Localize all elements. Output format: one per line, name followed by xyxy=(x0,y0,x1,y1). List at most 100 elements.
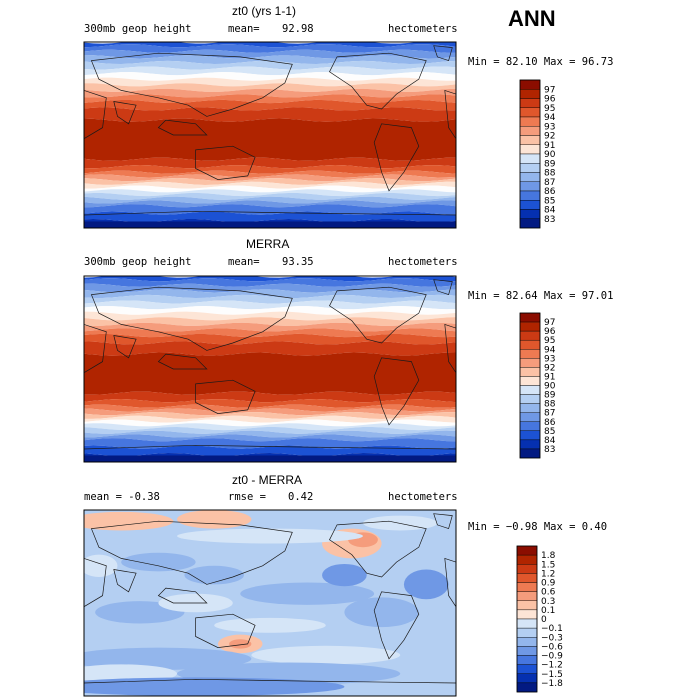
panel-3-title: zt0 - MERRA xyxy=(232,473,303,487)
colorbar-tick-label: −0.1 xyxy=(541,624,563,634)
contour-band xyxy=(84,391,456,403)
contour-blob xyxy=(84,647,252,670)
coastline xyxy=(444,323,456,374)
contour-blob xyxy=(184,565,244,585)
colorbar-tick-label: 94 xyxy=(544,113,556,123)
contour-band xyxy=(84,455,456,462)
contour-band xyxy=(84,221,456,228)
colorbar-swatch xyxy=(519,330,541,341)
contour-blob xyxy=(403,569,449,600)
colorbar-swatch xyxy=(516,627,538,638)
contour-band xyxy=(84,300,456,310)
colorbar-tick-label: 85 xyxy=(544,196,555,206)
panel-3-minmax: Min = −0.98 Max = 0.40 xyxy=(468,521,608,533)
contour-band xyxy=(84,165,456,174)
map-frames xyxy=(83,41,457,697)
map-frame xyxy=(83,275,457,463)
colorbar-swatch xyxy=(519,144,541,155)
map-frame xyxy=(83,509,457,697)
contour-band xyxy=(84,415,456,423)
colorbar-swatch xyxy=(519,126,541,136)
colorbar-tick-label: 86 xyxy=(544,418,556,428)
contour-band xyxy=(84,44,456,53)
contour-band xyxy=(84,196,456,204)
colorbar-tick-label: 89 xyxy=(544,159,556,169)
contour-band xyxy=(84,72,456,81)
colorbar-swatch xyxy=(519,376,541,386)
contour-blob xyxy=(84,511,174,531)
coastline xyxy=(90,286,293,351)
colorbar-swatch xyxy=(519,172,541,182)
colorbar-frame xyxy=(516,545,538,693)
coastline xyxy=(90,52,293,117)
contour-band xyxy=(84,170,456,178)
contour-band xyxy=(84,412,456,419)
panel-2-stat-label: mean= xyxy=(228,256,260,268)
contour-band xyxy=(84,189,456,197)
panel-3-map xyxy=(84,510,456,696)
season-label: ANN xyxy=(508,6,556,31)
contour-band xyxy=(84,66,456,76)
coastline xyxy=(84,324,107,374)
contour-band xyxy=(84,283,456,293)
colorbar-swatch xyxy=(519,439,541,450)
colorbar-swatch xyxy=(516,673,538,684)
colorbar-tick-label: −1.8 xyxy=(541,679,563,689)
colorbar-swatch xyxy=(519,190,541,201)
colorbar-tick-label: 95 xyxy=(544,104,555,114)
colorbar-swatch xyxy=(519,200,541,210)
contour-blob xyxy=(84,554,118,577)
colorbar-tick-label: 1.2 xyxy=(541,569,555,579)
contour-band xyxy=(84,174,456,182)
contour-band xyxy=(84,317,456,326)
panel-1-stat-label: mean= xyxy=(228,23,260,35)
coastline xyxy=(84,210,456,228)
colorbar-swatch xyxy=(516,545,538,556)
colorbar-swatch xyxy=(519,394,541,404)
colorbar-swatch xyxy=(516,554,538,565)
coastline xyxy=(373,357,420,426)
colorbar-swatch xyxy=(519,367,541,377)
colorbar-swatch xyxy=(519,218,541,229)
coastline xyxy=(195,379,256,414)
contour-band xyxy=(84,426,456,434)
panel-1-stat-value: 92.98 xyxy=(282,23,314,35)
colorbar-swatch xyxy=(516,646,538,656)
coastline xyxy=(157,119,208,136)
colorbar-swatch xyxy=(519,181,541,192)
colorbar-tick-label: −1.2 xyxy=(541,661,563,671)
contour-band xyxy=(84,399,456,408)
colorbar-tick-label: 0 xyxy=(541,615,547,625)
colorbar-frame xyxy=(519,312,541,459)
colorbar-tick-label: 93 xyxy=(544,122,555,132)
panel-3-colorbar: 1.81.51.20.90.60.30.10−0.1−0.3−0.6−0.9−1… xyxy=(516,545,563,693)
coastline xyxy=(157,587,208,604)
contour-band xyxy=(84,83,456,92)
colorbar-tick-label: 97 xyxy=(544,85,555,95)
contour-blob xyxy=(84,677,345,696)
colorbar-tick-label: 83 xyxy=(544,215,555,225)
panel-3-units: hectometers xyxy=(388,491,458,503)
panel-3-stat-value: 0.42 xyxy=(288,491,314,503)
colorbar-swatch xyxy=(516,564,538,574)
colorbar-swatch xyxy=(516,609,538,620)
coastline xyxy=(113,101,137,125)
colorbar-swatch xyxy=(519,135,541,145)
contour-blob xyxy=(251,645,401,665)
coastline xyxy=(157,353,208,370)
contour-band xyxy=(84,404,456,412)
colorbar-tick-label: −0.6 xyxy=(541,642,563,652)
colorbar-swatch xyxy=(519,163,541,173)
colorbar-tick-label: 90 xyxy=(544,382,556,392)
contour-band xyxy=(84,408,456,416)
coastline xyxy=(113,569,137,593)
colorbar-swatch xyxy=(516,600,538,611)
contour-blob xyxy=(121,552,196,572)
contour-band xyxy=(84,181,456,189)
colorbar-tick-label: 83 xyxy=(544,445,555,455)
panel-2-stat-value: 93.35 xyxy=(282,256,314,268)
contour-band xyxy=(84,289,456,299)
colorbar-swatch xyxy=(516,618,538,629)
